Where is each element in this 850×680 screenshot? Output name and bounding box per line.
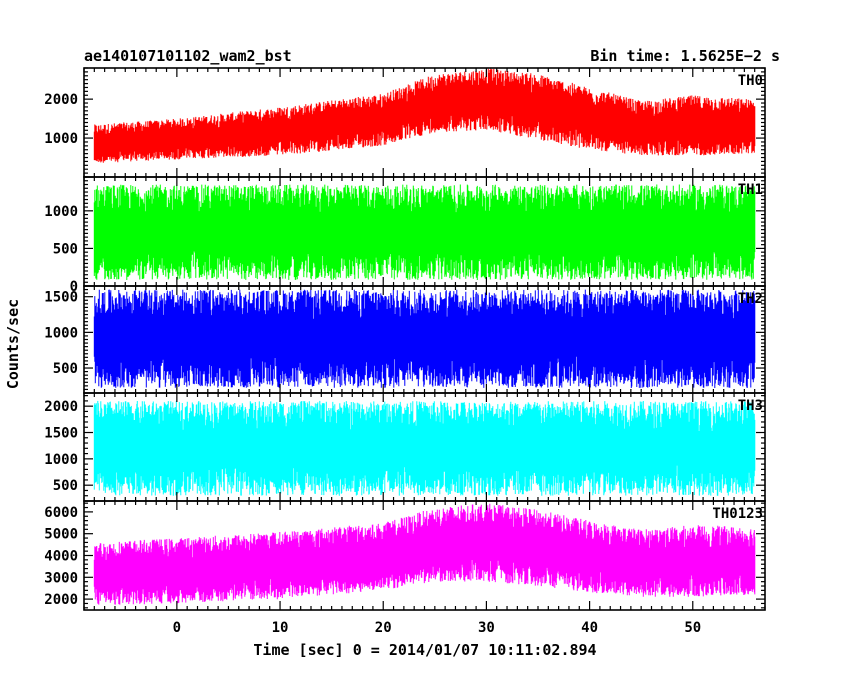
x-axis: 0 10 20 30 40 50 bbox=[173, 620, 702, 636]
panel-th0123: 2000 3000 4000 5000 6000 TH0123 bbox=[44, 500, 766, 611]
panel-name: TH3 bbox=[738, 398, 763, 414]
y-tick-label: 4000 bbox=[44, 549, 78, 565]
y-axis-label: Counts/sec bbox=[4, 299, 22, 389]
x-tick-label: 0 bbox=[173, 620, 181, 636]
y-tick-label: 500 bbox=[53, 478, 78, 494]
panel-name: TH0123 bbox=[712, 506, 763, 522]
chart-title: ae140107101102_wam2_bst bbox=[84, 47, 292, 65]
panel-th3: 500 1000 1500 2000 TH3 bbox=[44, 392, 766, 502]
y-tick-label: 500 bbox=[53, 361, 78, 377]
y-tick-label: 1000 bbox=[44, 204, 78, 220]
series-th3 bbox=[93, 400, 756, 496]
x-tick-label: 10 bbox=[272, 620, 289, 636]
y-tick-label: 3000 bbox=[44, 570, 78, 586]
x-tick-label: 20 bbox=[375, 620, 392, 636]
panel-name: TH0 bbox=[738, 73, 763, 89]
y-tick-label: 1000 bbox=[44, 325, 78, 341]
panel-name: TH2 bbox=[738, 291, 763, 307]
y-tick-label: 6000 bbox=[44, 505, 78, 521]
x-tick-label: 40 bbox=[581, 620, 598, 636]
panel-th1: 0 500 1000 TH1 bbox=[44, 176, 766, 295]
y-tick-label: 1500 bbox=[44, 426, 78, 442]
panel-th2: 500 1000 1500 TH2 bbox=[44, 285, 766, 394]
y-tick-label: 1000 bbox=[44, 452, 78, 468]
panel-name: TH1 bbox=[738, 182, 763, 198]
series-th1 bbox=[93, 184, 756, 280]
y-tick-label: 1500 bbox=[44, 290, 78, 306]
y-tick-label: 500 bbox=[53, 241, 78, 257]
y-tick-label: 5000 bbox=[44, 527, 78, 543]
x-tick-label: 50 bbox=[684, 620, 701, 636]
series-th2 bbox=[93, 289, 756, 388]
y-tick-label: 2000 bbox=[44, 592, 78, 608]
x-tick-label: 30 bbox=[478, 620, 495, 636]
y-tick-label: 2000 bbox=[44, 399, 78, 415]
x-axis-label: Time [sec] 0 = 2014/01/07 10:11:02.894 bbox=[253, 641, 596, 659]
y-tick-label: 2000 bbox=[44, 92, 78, 108]
y-tick-label: 0 bbox=[70, 279, 78, 295]
series-th0 bbox=[93, 68, 756, 163]
panels: 1000 2000 TH0 0 500 1000 TH1 500 1000 1500 TH2 500 1… bbox=[44, 67, 766, 611]
series-th0123 bbox=[93, 503, 756, 605]
chart-subtitle: Bin time: 1.5625E−2 s bbox=[590, 47, 780, 65]
panel-th0: 1000 2000 TH0 bbox=[44, 67, 766, 178]
y-tick-label: 1000 bbox=[44, 131, 78, 147]
